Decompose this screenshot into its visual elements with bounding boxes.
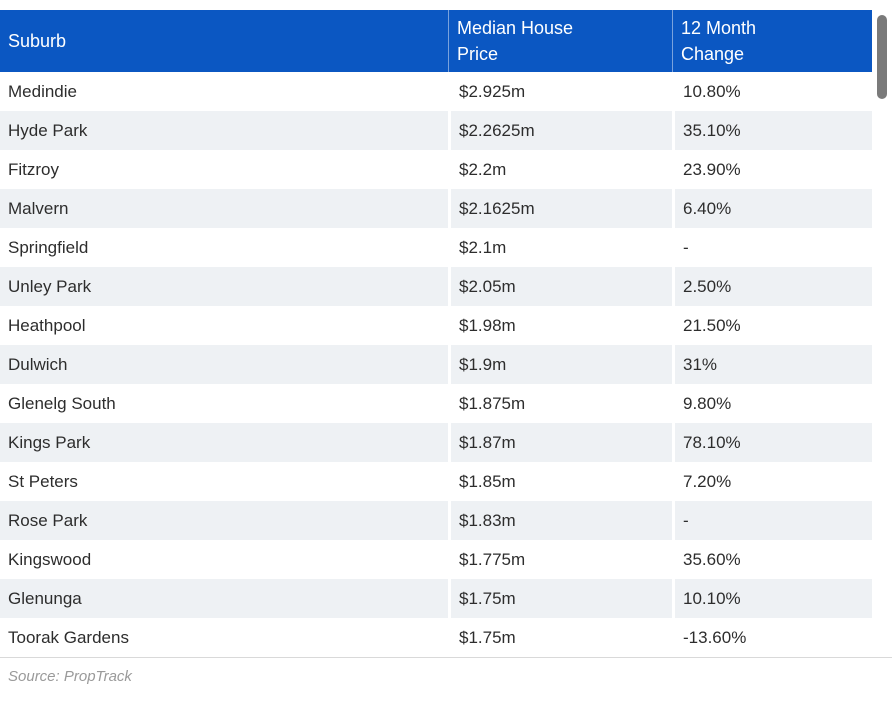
table-row: Rose Park $1.83m - [0, 501, 872, 540]
source-attribution-text: Source: PropTrack [8, 668, 132, 685]
cell-change: 35.60% [672, 540, 872, 579]
cell-suburb: Malvern [0, 189, 448, 228]
cell-change: 10.10% [672, 579, 872, 618]
cell-suburb: Kings Park [0, 423, 448, 462]
table-header: Suburb Median House Price 12 Month Chang… [0, 10, 872, 72]
cell-suburb: Glenunga [0, 579, 448, 618]
cell-suburb: Fitzroy [0, 150, 448, 189]
cell-price: $1.83m [448, 501, 672, 540]
cell-suburb: Springfield [0, 228, 448, 267]
table-row: Glenelg South $1.875m 9.80% [0, 384, 872, 423]
cell-price: $1.75m [448, 618, 672, 657]
table-row: Fitzroy $2.2m 23.90% [0, 150, 872, 189]
cell-change: - [672, 501, 872, 540]
column-header-suburb: Suburb [0, 10, 448, 72]
table-row: Unley Park $2.05m 2.50% [0, 267, 872, 306]
cell-change: 7.20% [672, 462, 872, 501]
median-house-price-table: Suburb Median House Price 12 Month Chang… [0, 10, 872, 657]
cell-price: $1.9m [448, 345, 672, 384]
vertical-scrollbar-track[interactable] [876, 10, 892, 715]
table-row: St Peters $1.85m 7.20% [0, 462, 872, 501]
cell-price: $2.1625m [448, 189, 672, 228]
cell-change: -13.60% [672, 618, 872, 657]
table-body: Medindie $2.925m 10.80% Hyde Park $2.262… [0, 72, 872, 657]
cell-suburb: Toorak Gardens [0, 618, 448, 657]
table-row: Malvern $2.1625m 6.40% [0, 189, 872, 228]
cell-change: 2.50% [672, 267, 872, 306]
cell-suburb: Kingswood [0, 540, 448, 579]
vertical-scrollbar-thumb[interactable] [877, 15, 887, 99]
cell-price: $2.2625m [448, 111, 672, 150]
table-row: Hyde Park $2.2625m 35.10% [0, 111, 872, 150]
cell-price: $1.85m [448, 462, 672, 501]
cell-suburb: Hyde Park [0, 111, 448, 150]
cell-change: 10.80% [672, 72, 872, 111]
cell-price: $1.775m [448, 540, 672, 579]
cell-suburb: Medindie [0, 72, 448, 111]
cell-change: 9.80% [672, 384, 872, 423]
column-header-median-price: Median House Price [448, 10, 672, 72]
cell-price: $1.98m [448, 306, 672, 345]
cell-suburb: Glenelg South [0, 384, 448, 423]
cell-suburb: Unley Park [0, 267, 448, 306]
header-row: Suburb Median House Price 12 Month Chang… [0, 10, 872, 72]
source-attribution-row: Source: PropTrack [0, 657, 892, 686]
table-row: Toorak Gardens $1.75m -13.60% [0, 618, 872, 657]
cell-price: $1.75m [448, 579, 672, 618]
cell-price: $2.1m [448, 228, 672, 267]
cell-change: 78.10% [672, 423, 872, 462]
cell-suburb: Rose Park [0, 501, 448, 540]
column-header-12-month-change: 12 Month Change [672, 10, 872, 72]
cell-price: $1.875m [448, 384, 672, 423]
cell-change: 23.90% [672, 150, 872, 189]
cell-change: 31% [672, 345, 872, 384]
cell-price: $2.2m [448, 150, 672, 189]
cell-suburb: Dulwich [0, 345, 448, 384]
cell-suburb: Heathpool [0, 306, 448, 345]
table-row: Kings Park $1.87m 78.10% [0, 423, 872, 462]
table-row: Kingswood $1.775m 35.60% [0, 540, 872, 579]
cell-change: 6.40% [672, 189, 872, 228]
table-row: Medindie $2.925m 10.80% [0, 72, 872, 111]
cell-change: 21.50% [672, 306, 872, 345]
cell-change: 35.10% [672, 111, 872, 150]
cell-price: $1.87m [448, 423, 672, 462]
table-row: Springfield $2.1m - [0, 228, 872, 267]
price-table-page: Suburb Median House Price 12 Month Chang… [0, 10, 892, 715]
cell-price: $2.05m [448, 267, 672, 306]
table-row: Heathpool $1.98m 21.50% [0, 306, 872, 345]
cell-suburb: St Peters [0, 462, 448, 501]
table-row: Dulwich $1.9m 31% [0, 345, 872, 384]
table-row: Glenunga $1.75m 10.10% [0, 579, 872, 618]
cell-change: - [672, 228, 872, 267]
cell-price: $2.925m [448, 72, 672, 111]
